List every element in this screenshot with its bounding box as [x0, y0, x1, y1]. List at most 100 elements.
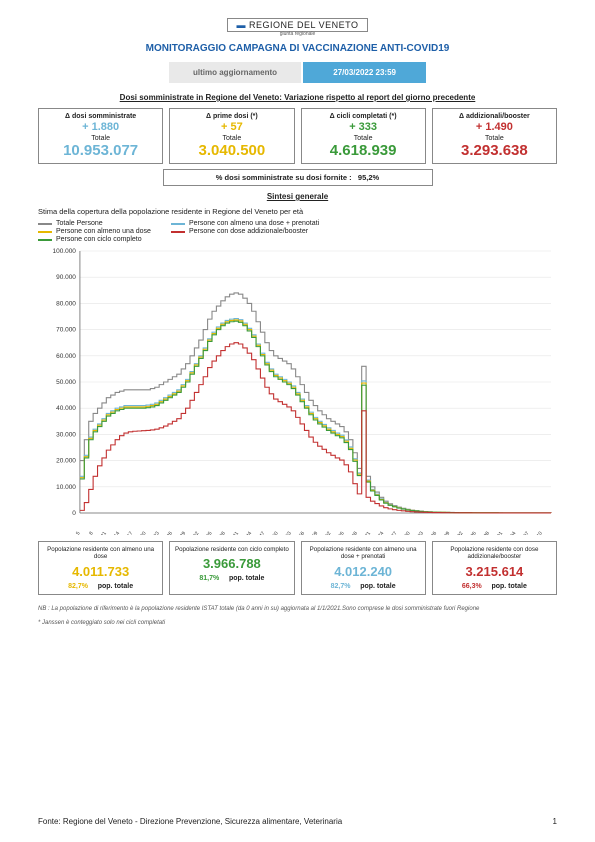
svg-text:71: 71	[364, 531, 372, 535]
summary-pop: pop. totale	[360, 583, 395, 590]
summary-card: Popolazione residente con ciclo completo…	[169, 541, 294, 595]
svg-text:29: 29	[179, 531, 187, 535]
total-value: 3.040.500	[172, 142, 291, 159]
svg-text:38: 38	[219, 531, 227, 535]
svg-text:23: 23	[153, 531, 161, 535]
svg-text:10.000: 10.000	[56, 484, 76, 491]
delta-card: Δ prime dosi (*) + 57 Totale 3.040.500	[169, 108, 294, 164]
svg-text:77: 77	[390, 531, 398, 535]
summary-pct: 66,3%	[462, 583, 482, 590]
svg-text:26: 26	[166, 531, 174, 535]
logo: ▬ REGIONE DEL VENETO giunta regionale	[38, 18, 557, 37]
update-value: 27/03/2022 23:59	[303, 62, 426, 83]
legend-item: Persone con ciclo completo	[38, 236, 151, 243]
svg-text:32: 32	[192, 531, 200, 535]
svg-text:11: 11	[100, 531, 108, 535]
delta-label: Δ cicli completati (*)	[304, 113, 423, 120]
svg-text:62: 62	[324, 531, 332, 535]
summary-pct-row: 82,7% pop. totale	[304, 583, 423, 590]
svg-text:90.000: 90.000	[56, 274, 76, 281]
legend-item: Persone con almeno una dose + prenotati	[171, 220, 319, 227]
svg-text:80.000: 80.000	[56, 300, 76, 307]
summary-value: 3.215.614	[435, 564, 554, 579]
svg-text:60.000: 60.000	[56, 353, 76, 360]
summary-pct-row: 81,7% pop. totale	[172, 575, 291, 582]
svg-text:50: 50	[272, 531, 280, 535]
delta-label: Δ dosi somministrate	[41, 113, 160, 120]
note-1: NB : La popolazione di riferimento è la …	[38, 605, 557, 613]
svg-text:0: 0	[72, 510, 76, 517]
svg-text:86: 86	[430, 531, 438, 535]
summary-label: Popolazione residente con almeno una dos…	[41, 546, 160, 561]
summary-value: 4.011.733	[41, 564, 160, 579]
update-row: ultimo aggiornamento 27/03/2022 23:59	[38, 62, 557, 83]
pct-label: % dosi somministrate su dosi fornite :	[216, 173, 352, 182]
section1-title: Dosi somministrate in Regione del Veneto…	[38, 93, 557, 102]
svg-text:59: 59	[311, 531, 319, 535]
pct-value: 95,2%	[358, 173, 379, 182]
delta-value: + 1.490	[435, 121, 554, 133]
coverage-chart: 010.00020.00030.00040.00050.00060.00070.…	[38, 245, 557, 535]
summary-label: Popolazione residente con almeno una dos…	[304, 546, 423, 561]
logo-sub: giunta regionale	[38, 31, 557, 37]
page-title: MONITORAGGIO CAMPAGNA DI VACCINAZIONE AN…	[38, 43, 557, 54]
summary-pop: pop. totale	[229, 575, 264, 582]
svg-text:89: 89	[443, 531, 451, 535]
svg-text:68: 68	[351, 531, 359, 535]
summary-pct-row: 66,3% pop. totale	[435, 583, 554, 590]
delta-card: Δ dosi somministrate + 1.880 Totale 10.9…	[38, 108, 163, 164]
legend-item: Persone con dose addizionale/booster	[171, 228, 319, 235]
total-value: 4.618.939	[304, 142, 423, 159]
summary-card: Popolazione residente con almeno una dos…	[301, 541, 426, 595]
delta-value: + 57	[172, 121, 291, 133]
svg-text:30.000: 30.000	[56, 431, 76, 438]
svg-text:17: 17	[126, 531, 134, 535]
svg-text:41: 41	[232, 531, 240, 535]
summary-pct-row: 82,7% pop. totale	[41, 583, 160, 590]
legend-item: Totale Persone	[38, 220, 151, 227]
summary-card: Popolazione residente con dose addiziona…	[432, 541, 557, 595]
summary-value: 3.966.788	[172, 556, 291, 571]
pct-box: % dosi somministrate su dosi fornite : 9…	[163, 169, 433, 186]
summary-label: Popolazione residente con ciclo completo	[172, 546, 291, 553]
section2-title: Sintesi generale	[38, 192, 557, 201]
delta-label: Δ addizionali/booster	[435, 113, 554, 120]
svg-text:100.000: 100.000	[52, 248, 76, 255]
svg-text:8: 8	[88, 531, 95, 535]
summary-pct: 82,7%	[331, 583, 351, 590]
footer-page: 1	[553, 817, 557, 826]
svg-text:98: 98	[483, 531, 491, 535]
svg-text:14: 14	[113, 531, 121, 535]
svg-text:83: 83	[417, 531, 425, 535]
delta-value: + 333	[304, 121, 423, 133]
svg-text:44: 44	[245, 531, 253, 535]
total-value: 10.953.077	[41, 142, 160, 159]
summary-label: Popolazione residente con dose addiziona…	[435, 546, 554, 561]
svg-text:56: 56	[298, 531, 306, 535]
summary-value: 4.012.240	[304, 564, 423, 579]
footer-source: Fonte: Regione del Veneto - Direzione Pr…	[38, 817, 342, 826]
svg-text:50.000: 50.000	[56, 379, 76, 386]
svg-text:35: 35	[206, 531, 214, 535]
summary-pct: 82,7%	[68, 583, 88, 590]
summary-card: Popolazione residente con almeno una dos…	[38, 541, 163, 595]
total-value: 3.293.638	[435, 142, 554, 159]
legend: Totale PersonePersone con almeno una dos…	[38, 220, 557, 243]
svg-text:5: 5	[75, 531, 82, 535]
delta-card: Δ cicli completati (*) + 333 Totale 4.61…	[301, 108, 426, 164]
summary-pop: pop. totale	[98, 583, 133, 590]
svg-text:47: 47	[258, 531, 266, 535]
svg-text:101: 101	[495, 531, 505, 535]
total-label: Totale	[435, 135, 554, 142]
svg-text:80: 80	[404, 531, 412, 535]
svg-text:104: 104	[508, 531, 518, 535]
legend-item: Persone con almeno una dose	[38, 228, 151, 235]
note-2: * Janssen è conteggiato solo nei cicli c…	[38, 619, 557, 627]
svg-text:53: 53	[285, 531, 293, 535]
svg-text:65: 65	[338, 531, 346, 535]
summary-pct: 81,7%	[199, 575, 219, 582]
svg-text:107: 107	[521, 531, 531, 535]
update-label: ultimo aggiornamento	[169, 62, 301, 83]
svg-text:20: 20	[140, 531, 148, 535]
total-label: Totale	[41, 135, 160, 142]
